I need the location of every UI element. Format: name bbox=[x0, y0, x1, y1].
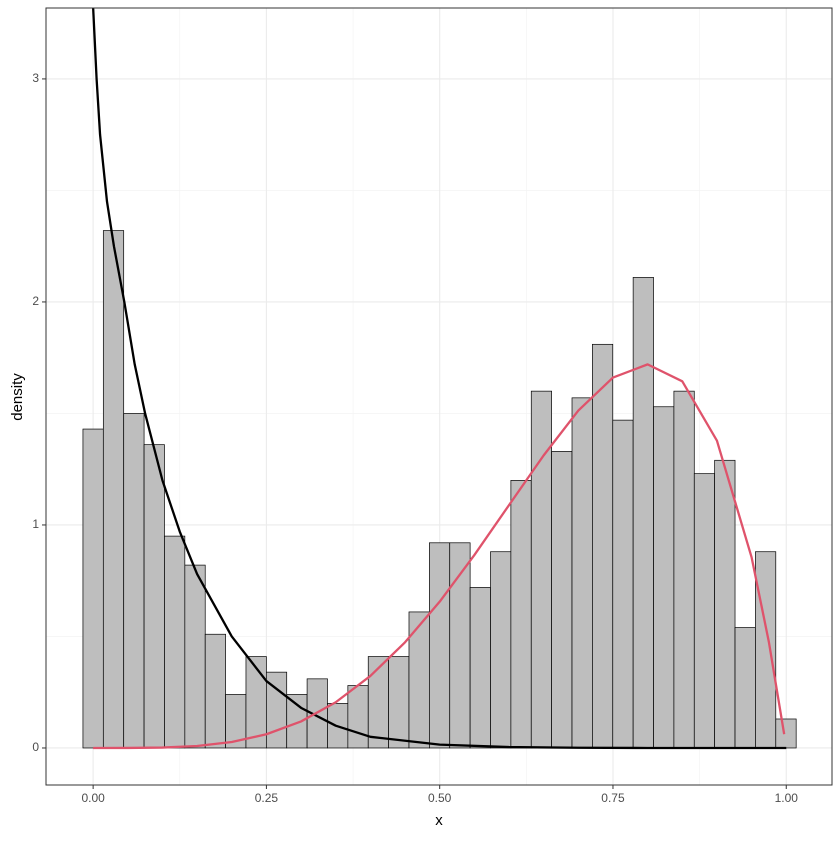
bar bbox=[551, 451, 573, 749]
y-tick-label: 1 bbox=[32, 517, 39, 531]
x-tick-label: 0.00 bbox=[81, 791, 105, 805]
bar bbox=[530, 390, 552, 749]
bar bbox=[490, 551, 512, 749]
y-axis-title: density bbox=[9, 373, 26, 421]
bar bbox=[612, 419, 634, 749]
bar bbox=[367, 656, 389, 749]
bar bbox=[571, 397, 593, 749]
density-curve bbox=[93, 363, 786, 750]
x-tick-label: 1.00 bbox=[775, 791, 799, 805]
bar bbox=[632, 277, 654, 749]
y-tick-label: 0 bbox=[32, 740, 39, 754]
y-tick-label: 3 bbox=[32, 71, 39, 85]
y-tick-label: 2 bbox=[32, 294, 39, 308]
bar bbox=[102, 230, 125, 749]
bar bbox=[388, 656, 410, 749]
bar bbox=[693, 473, 716, 749]
x-tick-label: 0.50 bbox=[428, 791, 452, 805]
density-curve bbox=[92, 8, 787, 750]
bar bbox=[469, 587, 491, 749]
bar bbox=[673, 390, 695, 749]
bar bbox=[123, 413, 145, 749]
panel-border bbox=[45, 7, 833, 786]
bar bbox=[204, 633, 226, 749]
x-tick-label: 0.25 bbox=[255, 791, 279, 805]
bar bbox=[653, 406, 675, 749]
bar bbox=[82, 428, 104, 749]
bar bbox=[429, 542, 451, 749]
bar bbox=[143, 444, 165, 749]
bar bbox=[347, 685, 369, 749]
bar bbox=[755, 551, 777, 749]
bar bbox=[592, 343, 614, 749]
bar bbox=[714, 459, 736, 749]
x-tick-label: 0.75 bbox=[601, 791, 625, 805]
bar bbox=[510, 480, 532, 749]
bar bbox=[164, 535, 186, 749]
bar bbox=[286, 694, 308, 749]
bar bbox=[184, 564, 206, 749]
bar bbox=[734, 627, 756, 749]
x-axis-title: x bbox=[435, 812, 443, 829]
bar bbox=[775, 718, 797, 749]
